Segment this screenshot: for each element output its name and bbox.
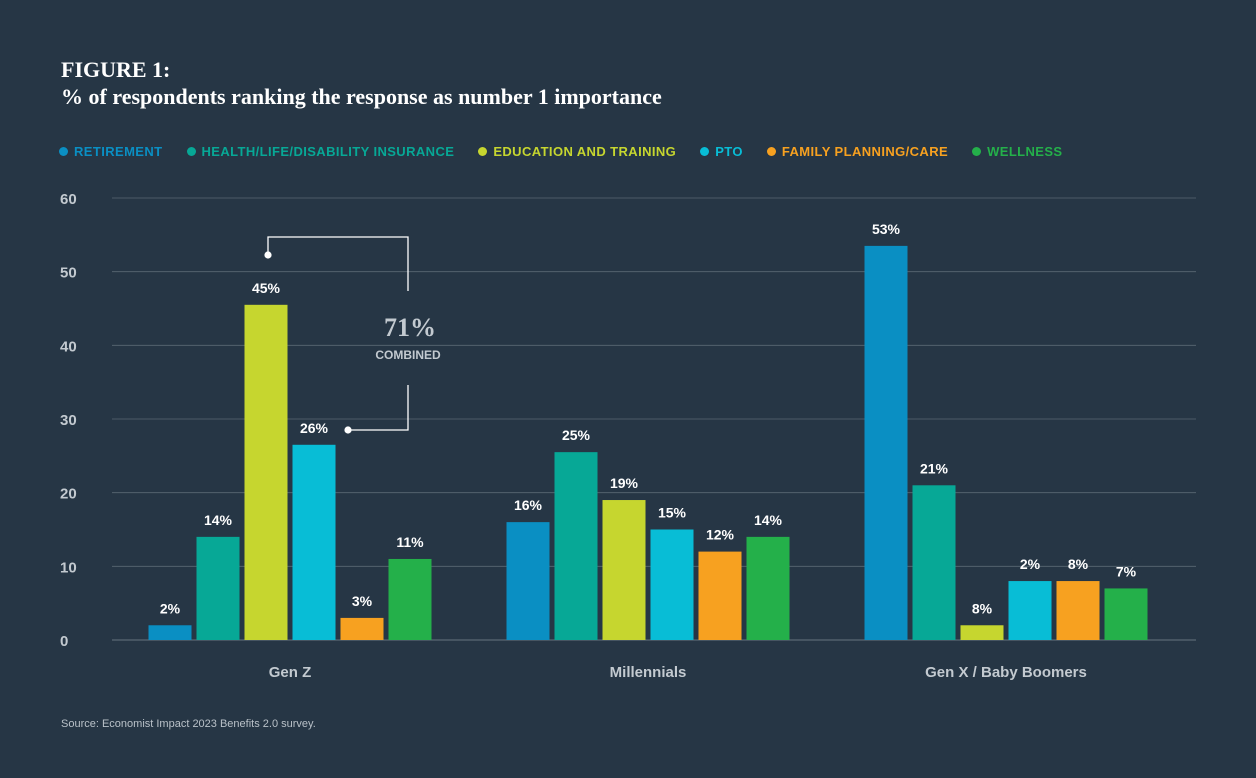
x-tick-label: Gen X / Baby Boomers [925,664,1087,681]
y-tick-label: 60 [60,191,77,208]
bar [1056,581,1100,640]
annotation-bracket-top [267,236,409,291]
bar [746,536,790,640]
bar [912,485,956,640]
legend-label-education: EDUCATION AND TRAINING [493,143,677,159]
bar [148,625,192,640]
legend-dot-family-planning [766,146,776,156]
bar [864,245,908,640]
data-label: 11% [396,534,424,550]
legend-label-family-planning: FAMILY PLANNING/CARE [781,143,949,159]
bar [506,522,550,640]
bar [1008,581,1052,640]
figure-label: FIGURE 1: [61,57,171,82]
data-label: 25% [562,427,591,443]
bar [244,304,288,640]
bar [292,444,336,640]
x-tick-label: Gen Z [269,664,312,681]
legend-label-pto: PTO [715,143,743,159]
legend-item-pto: PTO [700,144,743,159]
y-tick-label: 0 [60,633,68,650]
y-tick-label: 20 [60,486,77,503]
bar [196,536,240,640]
annotation-value: 71% [384,313,436,342]
combined-annotation: 71% COMBINED [264,236,441,434]
data-label: 45% [252,280,281,296]
data-label: 15% [658,505,687,521]
legend-dot-pto [700,146,710,156]
data-label: 2% [160,600,181,616]
y-tick-label: 10 [60,559,77,576]
annotation-dot-bottom [344,426,352,434]
bar [554,452,598,640]
data-label: 3% [352,593,373,609]
data-label: 14% [204,512,233,528]
legend-item-wellness: WELLNESS [972,144,1062,159]
legend-dot-education [478,146,488,156]
legend-dot-retirement [59,146,68,156]
data-label: 8% [1068,556,1089,572]
legend-label-retirement: RETIREMENT [74,143,163,159]
annotation-label: COMBINED [375,348,441,362]
x-tick-label: Millennials [610,664,687,681]
data-label: 7% [1116,563,1137,579]
bar [960,625,1004,640]
data-label: 2% [1020,556,1041,572]
data-label: 53% [872,221,901,237]
source-note: Source: Economist Impact 2023 Benefits 2… [61,718,316,730]
bar [340,617,384,640]
y-tick-label: 40 [60,338,77,355]
legend-item-education: EDUCATION AND TRAINING [478,144,676,159]
data-label: 16% [514,497,543,513]
legend-label-health-insurance: HEALTH/LIFE/DISABILITY INSURANCE [201,143,455,159]
bar [650,529,694,640]
bars: 2% 14% 45% 26% 3% 11% Gen Z 16% 25% 19% 15% 12% 14% M… [148,221,1148,681]
data-label: 12% [706,527,735,543]
y-tick-label: 30 [60,412,77,429]
data-label: 14% [754,512,783,528]
data-label: 8% [972,600,993,616]
data-label: 19% [610,475,639,491]
chart-title: % of respondents ranking the response as… [61,84,662,109]
annotation-bracket-bottom [348,385,409,431]
legend-item-retirement: RETIREMENT [59,144,163,159]
legend-item-family-planning: FAMILY PLANNING/CARE [766,143,949,159]
bar [1104,588,1148,640]
bar [698,551,742,640]
bar [388,558,432,640]
bar [602,500,646,640]
data-label: 26% [300,420,329,436]
legend-label-wellness: WELLNESS [987,143,1063,159]
annotation-dot-top [264,251,272,259]
legend-dot-health-insurance [186,146,196,156]
legend: RETIREMENT HEALTH/LIFE/DISABILITY INSURA… [59,141,1063,161]
y-tick-label: 50 [60,265,77,282]
data-label: 21% [920,460,949,476]
legend-item-health-insurance: HEALTH/LIFE/DISABILITY INSURANCE [186,143,455,159]
legend-dot-wellness [972,146,982,156]
